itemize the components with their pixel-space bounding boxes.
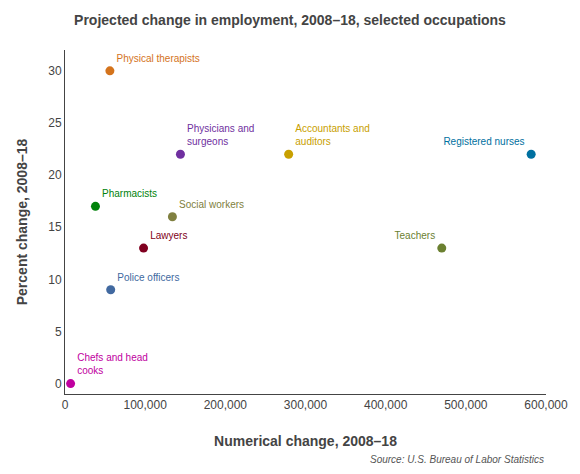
svg-text:Accountants andauditors: Accountants andauditors — [295, 123, 370, 147]
svg-text:0: 0 — [62, 398, 69, 412]
svg-text:Teachers: Teachers — [395, 230, 436, 241]
svg-text:Physicians andsurgeons: Physicians andsurgeons — [187, 123, 254, 147]
svg-text:Police officers: Police officers — [117, 272, 179, 283]
svg-text:Physical therapists: Physical therapists — [117, 53, 200, 64]
svg-text:Registered nurses: Registered nurses — [443, 136, 524, 147]
svg-text:200,000: 200,000 — [204, 398, 248, 412]
svg-text:500,000: 500,000 — [444, 398, 488, 412]
svg-text:5: 5 — [55, 325, 62, 339]
svg-text:Source: U.S. Bureau of Labor S: Source: U.S. Bureau of Labor Statistics — [370, 454, 544, 465]
svg-text:400,000: 400,000 — [364, 398, 408, 412]
svg-text:Projected change in employment: Projected change in employment, 2008–18,… — [74, 12, 506, 28]
svg-text:Numerical change, 2008–18: Numerical change, 2008–18 — [214, 433, 397, 449]
svg-text:Percent change, 2008–18: Percent change, 2008–18 — [14, 139, 30, 306]
svg-text:600,000: 600,000 — [524, 398, 568, 412]
svg-text:Chefs and headcooks: Chefs and headcooks — [77, 352, 148, 376]
svg-text:Lawyers: Lawyers — [150, 230, 187, 241]
svg-text:10: 10 — [48, 273, 62, 287]
svg-text:100,000: 100,000 — [123, 398, 167, 412]
svg-text:25: 25 — [48, 116, 62, 130]
svg-text:20: 20 — [48, 168, 62, 182]
svg-text:0: 0 — [55, 377, 62, 391]
svg-text:300,000: 300,000 — [284, 398, 328, 412]
svg-text:30: 30 — [48, 64, 62, 78]
svg-text:15: 15 — [48, 220, 62, 234]
svg-text:Pharmacists: Pharmacists — [102, 188, 157, 199]
svg-text:Social workers: Social workers — [179, 199, 244, 210]
